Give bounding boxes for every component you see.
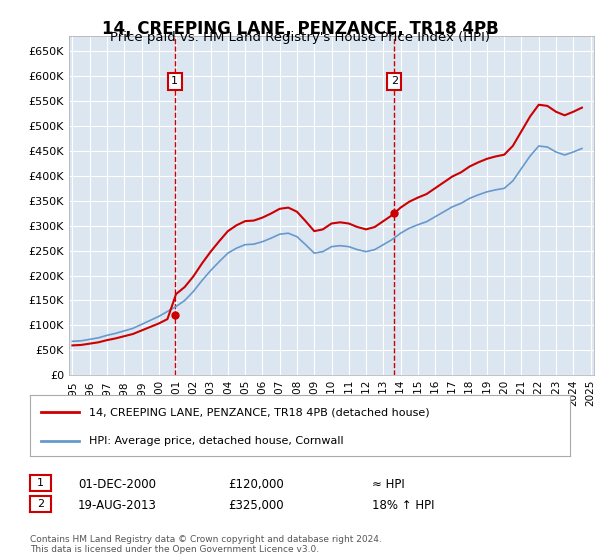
Text: HPI: Average price, detached house, Cornwall: HPI: Average price, detached house, Corn… [89, 436, 344, 446]
Text: Price paid vs. HM Land Registry's House Price Index (HPI): Price paid vs. HM Land Registry's House … [110, 31, 490, 44]
Text: Contains HM Land Registry data © Crown copyright and database right 2024.
This d: Contains HM Land Registry data © Crown c… [30, 535, 382, 554]
Text: 1: 1 [171, 76, 178, 86]
Text: 18% ↑ HPI: 18% ↑ HPI [372, 498, 434, 512]
Text: 14, CREEPING LANE, PENZANCE, TR18 4PB: 14, CREEPING LANE, PENZANCE, TR18 4PB [101, 20, 499, 38]
Text: 14, CREEPING LANE, PENZANCE, TR18 4PB (detached house): 14, CREEPING LANE, PENZANCE, TR18 4PB (d… [89, 407, 430, 417]
Text: 1: 1 [37, 478, 44, 488]
Text: ≈ HPI: ≈ HPI [372, 478, 405, 491]
Text: 2: 2 [37, 499, 44, 509]
Text: 2: 2 [391, 76, 398, 86]
Text: £325,000: £325,000 [228, 498, 284, 512]
Text: 19-AUG-2013: 19-AUG-2013 [78, 498, 157, 512]
Text: 01-DEC-2000: 01-DEC-2000 [78, 478, 156, 491]
Text: £120,000: £120,000 [228, 478, 284, 491]
